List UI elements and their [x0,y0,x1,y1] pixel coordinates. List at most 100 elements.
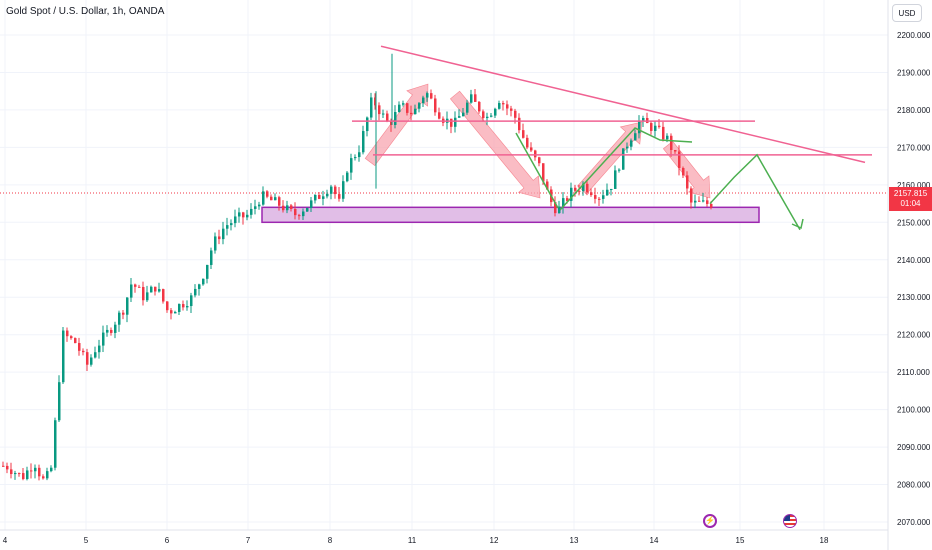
price-tick-label: 2070.000 [897,518,931,527]
candle-body [598,198,601,200]
candle-body [710,203,713,208]
candle-body [330,186,333,194]
time-tick-label: 8 [328,536,333,545]
time-tick-label: 13 [570,536,579,545]
candle-body [234,216,237,224]
price-tick-label: 2080.000 [897,481,931,490]
candle-body [414,108,417,115]
candle-body [678,151,681,169]
candle-body [566,198,569,201]
candle-body [74,338,77,344]
candle-body [366,117,369,132]
candle-body [458,116,461,118]
candle-body [370,97,373,118]
candle-body [462,112,465,117]
candle-body [562,198,565,207]
candle-body [522,130,525,138]
candle-body [202,278,205,285]
lightning-icon[interactable]: ⚡ [703,514,717,528]
candle-body [606,189,609,196]
candle-body [382,113,385,115]
price-tick-label: 2170.000 [897,143,931,152]
candle-body [98,345,101,353]
projection-path-1 [515,132,559,209]
candle-body [410,112,413,115]
candle-body [470,94,473,103]
candle-body [146,292,149,301]
candle-body [610,188,613,190]
candle-body [286,205,289,211]
candle-body [674,149,677,152]
price-tick-label: 2190.000 [897,68,931,77]
candle-body [270,196,273,201]
candle-body [310,200,313,208]
candle-body [294,208,297,216]
candle-body [174,311,177,314]
down-arrow-1 [449,90,541,199]
candle-body [318,194,321,199]
price-tick-label: 2200.000 [897,31,931,40]
candle-body [706,200,709,204]
candle-body [398,104,401,113]
price-tick-label: 2110.000 [897,368,930,377]
candle-body [138,286,141,288]
candle-body [82,350,85,353]
candle-body [130,284,133,298]
candle-body [578,190,581,192]
candle-body [662,126,665,140]
candle-body [198,284,201,289]
candle-body [206,264,209,279]
candle-body [542,163,545,182]
candle-body [194,288,197,296]
candle-body [70,336,73,339]
candle-body [114,324,117,333]
candle-body [486,116,489,119]
time-tick-label: 11 [408,536,417,545]
candle-body [150,286,153,293]
candle-body [22,473,25,480]
candle-body [614,170,617,189]
price-tick-label: 2160.000 [897,181,931,190]
candle-body [506,104,509,109]
candle-body [338,194,341,199]
candle-body [126,297,129,315]
candle-body [514,110,517,118]
candle-body [530,147,533,151]
candle-body [170,310,173,314]
candle-body [454,117,457,127]
pattern-arrows [364,83,711,199]
candle-body [218,236,221,240]
candle-body [162,289,165,302]
candle-body [58,382,61,421]
candle-body [86,352,89,365]
candle-body [350,158,353,173]
last-price-label: 2157.815 01:04 [889,187,932,211]
candle-body [438,112,441,119]
us-flag-icon[interactable] [783,514,797,528]
candle-body [642,117,645,121]
chart-title: Gold Spot / U.S. Dollar, 1h, OANDA [6,6,165,17]
candle-body [386,113,389,122]
candle-body [142,286,145,301]
candle-body [34,467,37,472]
candle-body [690,188,693,203]
candle-body [538,157,541,164]
candle-body [46,471,49,479]
bar-countdown: 01:04 [900,199,921,208]
candle-body [618,169,621,171]
candle-body [702,200,705,202]
candle-body [242,212,245,218]
currency-selector[interactable]: USD [892,4,922,22]
candle-body [346,172,349,182]
support-zone-layer [261,206,760,224]
price-tick-label: 2150.000 [897,218,931,227]
candle-body [434,98,437,113]
candle-body [6,465,9,470]
candle-body [422,97,425,104]
time-tick-label: 12 [490,536,499,545]
descending-trendline [380,45,866,164]
chart-grid [0,0,888,530]
candle-body [326,193,329,197]
candle-body [38,467,41,477]
